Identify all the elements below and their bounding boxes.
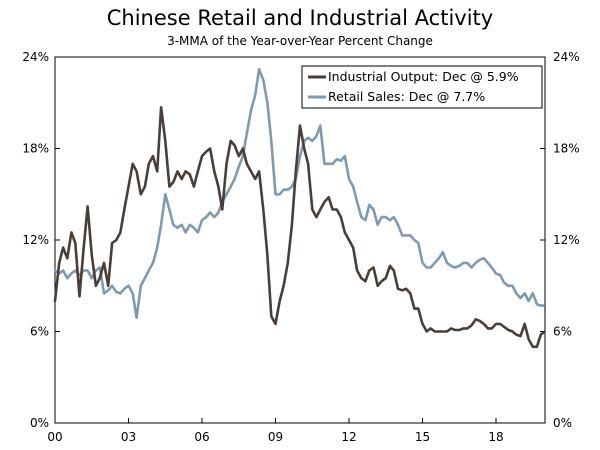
y-tick-label-left: 0% [30,416,49,430]
plot-area [54,56,546,424]
y-tick-label-left: 6% [30,325,49,339]
y-tick-label-left: 18% [22,142,49,156]
x-tick-label: 09 [268,430,283,444]
series-line-retail-sales [53,67,545,320]
legend-label-industrial-output: Industrial Output: Dec @ 5.9% [328,69,519,84]
chart-title: Chinese Retail and Industrial Activity [106,6,494,30]
x-tick-label: 03 [121,430,136,444]
y-tick-label-right: 18% [553,142,580,156]
legend-box [301,65,543,109]
legend-label-retail-sales: Retail Sales: Dec @ 7.7% [328,89,485,104]
y-tick-label-right: 24% [553,50,580,64]
x-tick-label: 00 [47,430,62,444]
chart-subtitle: 3-MMA of the Year-over-Year Percent Chan… [167,34,433,48]
y-tick-label-left: 12% [22,233,49,247]
series-line-industrial-output [53,106,545,349]
y-tick-label-right: 6% [553,325,572,339]
x-tick-label: 06 [194,430,209,444]
y-tick-label-right: 12% [553,233,580,247]
x-tick-label: 12 [341,430,356,444]
legend: Industrial Output: Dec @ 5.9% Retail Sal… [301,65,543,109]
x-tick-label: 15 [415,430,430,444]
y-tick-label-right: 0% [553,416,572,430]
y-tick-label-left: 24% [22,50,49,64]
x-tick-label: 18 [488,430,503,444]
